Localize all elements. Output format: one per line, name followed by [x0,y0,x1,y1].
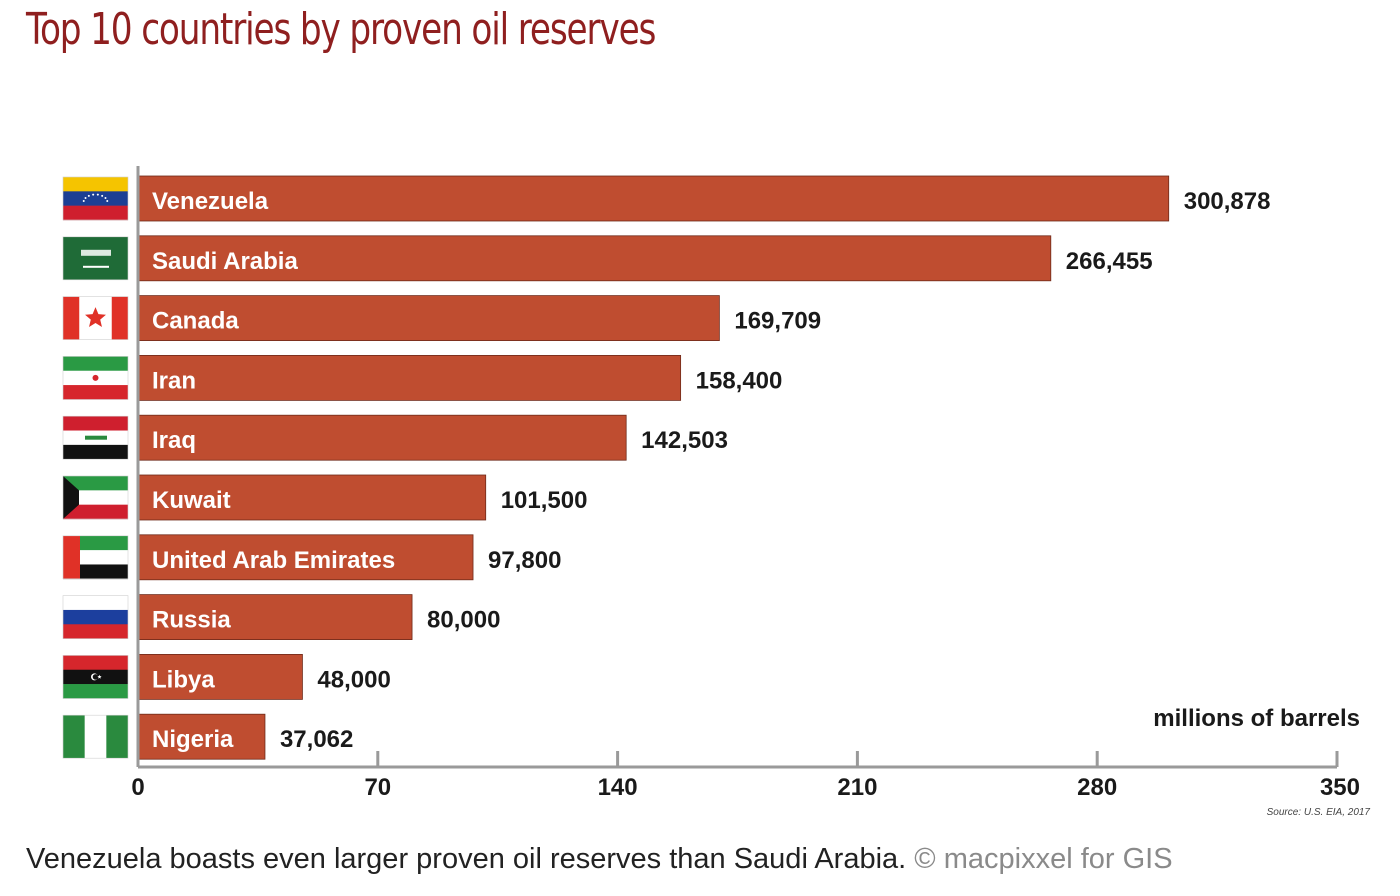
bar [137,295,720,342]
bar-value-label: 37,062 [280,726,353,753]
iraq-flag [62,415,129,460]
bar [137,534,474,581]
x-tick-label: 350 [1320,774,1360,801]
bar-category-label: Libya [152,666,215,693]
bar-category-label: Saudi Arabia [152,248,298,275]
bar-category-label: Russia [152,607,231,634]
saudi-arabia-flag [62,236,129,281]
bar-value-label: 169,709 [734,308,821,335]
bar-value-label: 97,800 [488,547,561,574]
chart-title: Top 10 countries by proven oil reserves [26,4,656,55]
caption-text: Venezuela boasts even larger proven oil … [26,843,907,875]
nigeria-flag [62,714,129,759]
bar-value-label: 300,878 [1184,188,1271,215]
kuwait-flag [62,475,129,520]
iran-flag [62,356,129,400]
bar-value-label: 48,000 [317,666,390,693]
bar-chart: Venezuela 300,878 Saudi Arabia 266,455 Canad… [62,166,1371,818]
bar-category-label: Canada [152,308,239,335]
venezuela-flag [62,176,129,221]
bar [137,654,303,700]
bar-category-label: Iraq [152,427,196,454]
bar-category-label: Venezuela [152,188,269,215]
bar-value-label: 142,503 [641,427,728,454]
x-tick-label: 140 [598,774,638,801]
x-axis-title: millions of barrels [1153,705,1360,732]
bar-category-label: United Arab Emirates [152,547,395,574]
x-tick-label: 0 [131,774,144,801]
x-tick-label: 280 [1077,774,1117,801]
bar-value-label: 80,000 [427,607,500,634]
bar-category-label: Nigeria [152,726,234,753]
uae-flag [62,535,129,580]
bar [137,594,413,640]
bar [137,235,1052,282]
x-tick-label: 210 [837,774,877,801]
caption-credit: © macpixxel for GIS [914,843,1173,875]
bar [137,713,266,760]
bar [137,414,627,461]
bar-value-label: 101,500 [501,487,588,514]
bar [137,175,1170,222]
bar-category-label: Iran [152,367,196,394]
x-tick-label: 70 [364,774,391,801]
source-note: Source: U.S. EIA, 2017 [1267,807,1371,818]
caption: Venezuela boasts even larger proven oil … [26,843,1173,876]
russia-flag [62,595,129,639]
bar-value-label: 266,455 [1066,248,1153,275]
bar [137,354,682,401]
bar-value-label: 158,400 [696,367,783,394]
bar-category-label: Kuwait [152,487,231,514]
canada-flag [62,296,129,340]
libya-flag [62,655,129,699]
